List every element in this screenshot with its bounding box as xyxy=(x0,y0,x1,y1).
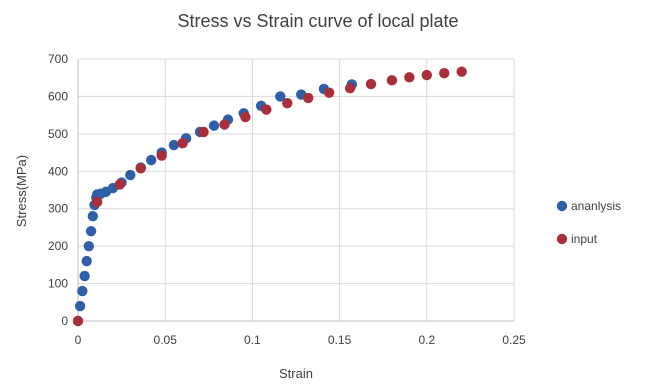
ananlysis-point xyxy=(146,154,157,166)
legend-label-ananlysis: ananlysis xyxy=(571,199,621,213)
ananlysis-point xyxy=(77,285,88,297)
input-point xyxy=(261,104,272,115)
legend-label-input: input xyxy=(571,232,598,246)
y-tick-label: 0 xyxy=(61,314,68,328)
ananlysis-point xyxy=(87,211,99,222)
y-tick-label: 600 xyxy=(48,89,68,103)
x-tick-label: 0.1 xyxy=(244,333,261,347)
x-tick-label: 0.25 xyxy=(502,333,526,347)
input-point xyxy=(72,315,84,327)
ananlysis-point xyxy=(79,270,90,282)
input-point xyxy=(219,119,230,130)
ananlysis-point xyxy=(81,255,92,267)
y-tick-label: 700 xyxy=(48,52,68,66)
x-tick-label: 0.2 xyxy=(418,333,435,347)
axes: 0 100 200 300 400 500 600 700 0 0.05 0.1 0.15 0.2 0.2… xyxy=(48,52,526,347)
ananlysis-point xyxy=(74,300,86,312)
x-tick-label: 0.15 xyxy=(328,333,352,347)
series-input xyxy=(72,66,467,327)
input-point xyxy=(404,72,415,83)
ananlysis-point xyxy=(275,91,286,102)
chart-title: Stress vs Strain curve of local plate xyxy=(177,11,458,31)
ananlysis-point xyxy=(168,139,180,151)
y-tick-label: 300 xyxy=(48,202,68,216)
data-points xyxy=(72,66,467,327)
grid-lines xyxy=(78,58,515,321)
input-point xyxy=(156,150,167,161)
input-point xyxy=(135,163,146,174)
ananlysis-point xyxy=(83,240,95,252)
input-point xyxy=(365,78,377,90)
y-tick-label: 400 xyxy=(48,164,68,178)
input-point xyxy=(303,92,314,104)
input-point xyxy=(240,111,251,123)
input-point xyxy=(421,69,432,81)
input-point xyxy=(386,75,398,86)
x-axis-title: Strain xyxy=(279,366,313,381)
y-tick-label: 500 xyxy=(48,127,68,141)
input-point xyxy=(114,179,126,190)
y-tick-label: 200 xyxy=(48,239,68,253)
y-tick-label: 100 xyxy=(48,277,68,291)
y-axis-title: Stress(MPa) xyxy=(14,155,29,227)
ananlysis-point xyxy=(125,169,136,181)
legend-marker-ananlysis xyxy=(556,200,568,212)
x-tick-label: 0 xyxy=(75,333,82,347)
input-point xyxy=(344,82,356,94)
series-ananlysis xyxy=(72,79,358,327)
input-point xyxy=(282,97,293,109)
legend-marker-input xyxy=(556,233,568,245)
ananlysis-point xyxy=(85,225,97,237)
input-point xyxy=(91,196,103,208)
input-point xyxy=(177,138,188,149)
input-point xyxy=(198,126,209,138)
input-point xyxy=(439,68,450,79)
input-point xyxy=(323,87,335,98)
ananlysis-point xyxy=(208,120,220,131)
x-tick-label: 0.05 xyxy=(154,333,178,347)
legend: ananlysis input xyxy=(556,199,621,246)
input-point xyxy=(456,66,467,77)
